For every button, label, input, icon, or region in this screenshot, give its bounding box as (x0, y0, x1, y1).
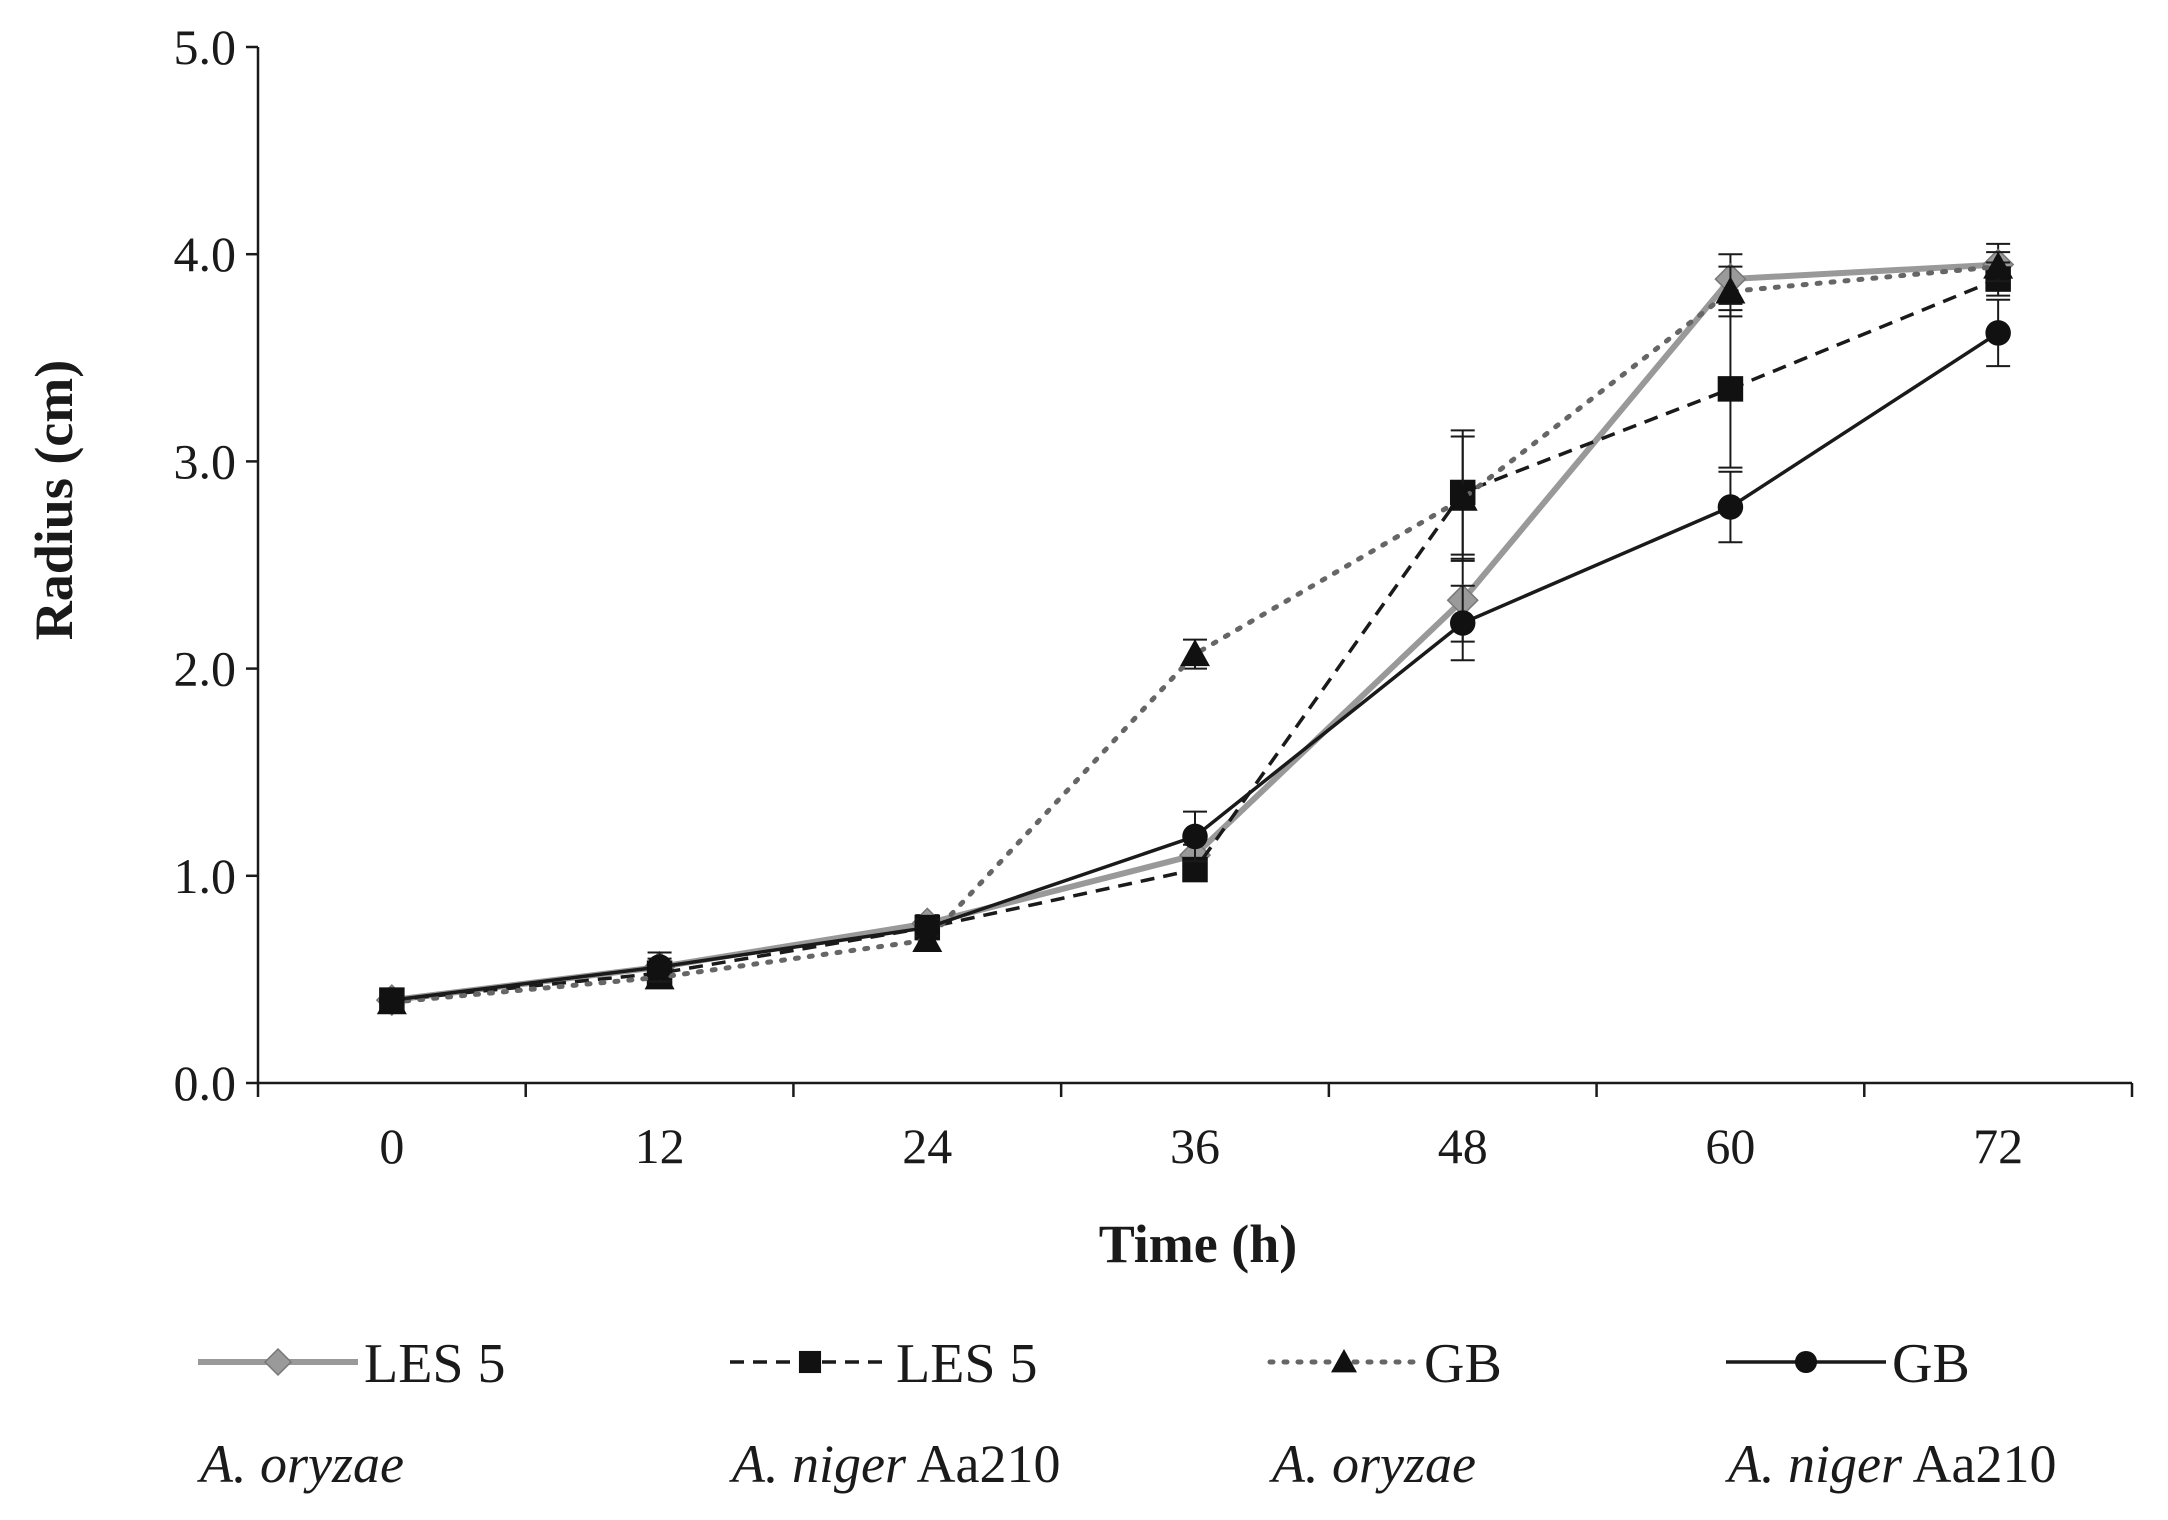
legend-species-name: A. oryzae (197, 1434, 404, 1494)
series-0 (375, 242, 2015, 1017)
y-tick-label: 0.0 (174, 1055, 237, 1111)
legend: LES 5 A. oryzae LES 5 A. niger Aa210 GB A. or… (197, 1333, 2056, 1494)
legend-species-strain: Aa210 (906, 1434, 1061, 1494)
x-tick-label: 48 (1438, 1118, 1488, 1174)
legend-label: GB (1892, 1333, 1970, 1395)
data-point (1985, 320, 2011, 346)
legend-label: LES 5 (896, 1333, 1038, 1395)
data-point (379, 987, 405, 1013)
data-point (1983, 251, 2014, 279)
legend-species-name: A. niger (1725, 1434, 1903, 1494)
legend-species: A. oryzae (1269, 1434, 1476, 1494)
x-tick-label: 72 (1973, 1118, 2023, 1174)
series-1 (379, 261, 2011, 1013)
x-tick-label: 12 (635, 1118, 685, 1174)
legend-species-name: A. niger (729, 1434, 907, 1494)
data-point (1182, 823, 1208, 850)
legend-label: LES 5 (364, 1333, 506, 1395)
data-point (1717, 494, 1744, 520)
series-layer (375, 242, 2015, 1017)
legend-species-name: A. oryzae (1269, 1434, 1476, 1494)
legend-species: A. niger Aa210 (729, 1434, 1060, 1494)
y-tick-label: 2.0 (174, 641, 237, 697)
x-tick-label: 0 (379, 1118, 404, 1174)
x-axis-title: Time (h) (1099, 1214, 1298, 1274)
series-3 (379, 298, 2011, 1013)
y-axis-title: Radius (cm) (24, 360, 84, 641)
ticks: 0.0 1.0 2.0 3.0 4.0 5.0 0 12 24 36 48 60 72 (174, 19, 2134, 1174)
series-2 (376, 251, 2014, 1015)
y-tick-label: 5.0 (174, 19, 237, 75)
legend-species: A. niger Aa210 (1725, 1434, 2056, 1494)
data-point (646, 954, 673, 980)
legend-item-1: LES 5 A. niger Aa210 (729, 1333, 1060, 1494)
data-point (914, 914, 941, 941)
x-tick-label: 24 (902, 1118, 952, 1174)
data-point (1717, 376, 1744, 402)
x-tick-label: 36 (1170, 1118, 1220, 1174)
legend-marker (263, 1347, 293, 1377)
legend-item-0: LES 5 A. oryzae (197, 1333, 506, 1494)
legend-species-strain: Aa210 (1902, 1434, 2057, 1494)
y-tick-label: 4.0 (174, 226, 237, 282)
x-tick-label: 60 (1705, 1118, 1755, 1174)
data-point (1180, 639, 1210, 667)
data-point (1715, 276, 1746, 304)
y-tick-label: 3.0 (174, 433, 237, 489)
legend-label: GB (1424, 1333, 1502, 1395)
data-point (1447, 483, 1478, 511)
legend-species: A. oryzae (197, 1434, 404, 1494)
series-line (391, 261, 1999, 1004)
legend-item-2: GB A. oryzae (1267, 1333, 1502, 1494)
legend-marker (798, 1350, 822, 1374)
legend-marker (1331, 1349, 1357, 1373)
legend-item-3: GB A. niger Aa210 (1725, 1333, 2056, 1494)
legend-marker (1794, 1350, 1818, 1374)
y-tick-label: 1.0 (174, 848, 237, 904)
data-point (1449, 610, 1476, 636)
axes (256, 47, 2132, 1085)
